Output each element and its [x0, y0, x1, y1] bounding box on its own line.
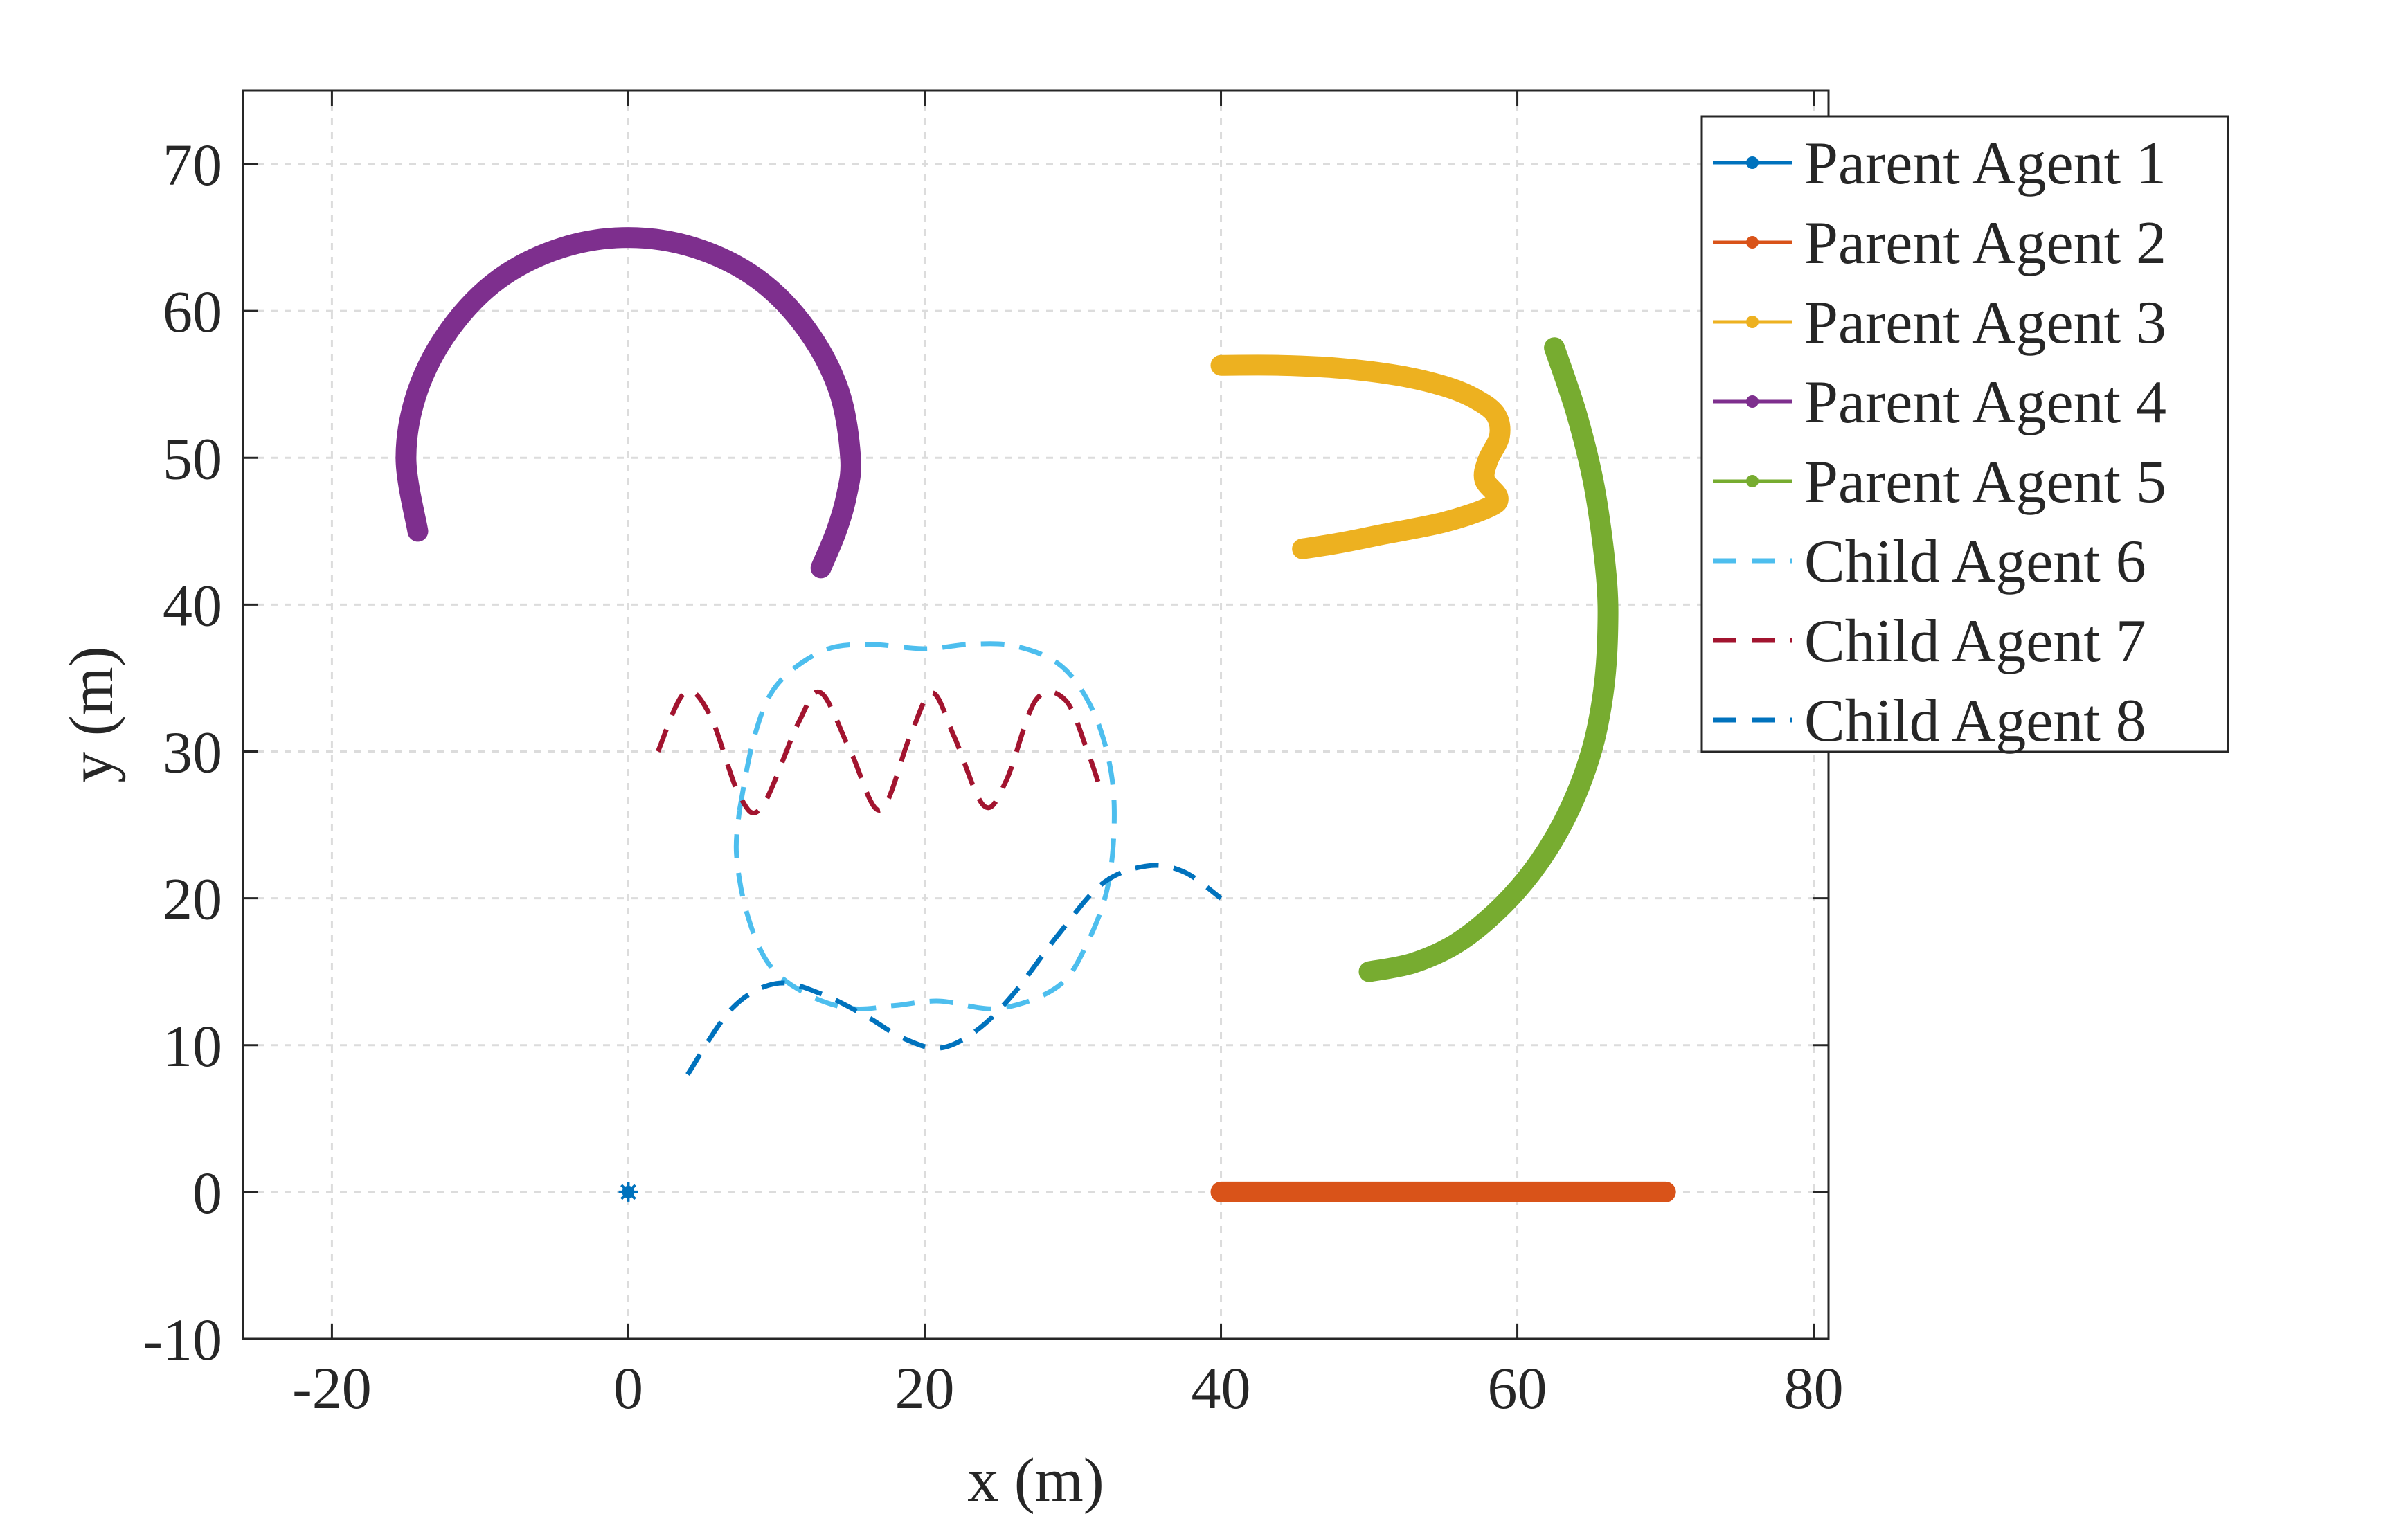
legend-label: Parent Agent 1	[1804, 130, 2166, 197]
legend-label: Parent Agent 3	[1804, 289, 2166, 357]
legend: Parent Agent 1 Parent Agent 2 Parent Agent…	[1700, 115, 2229, 755]
legend-marker	[1746, 236, 1759, 249]
legend-item-parent-agent-4: Parent Agent 4	[1713, 369, 2166, 436]
parent-agent-1-trajectory	[618, 1182, 638, 1202]
axis-ticks: -20 0 20 40 60 80 -10 0 10 20 30 40 50 60 70	[143, 91, 1844, 1421]
y-tick-label: 40	[163, 572, 222, 638]
legend-label: Child Agent 6	[1804, 528, 2146, 595]
legend-marker	[1746, 316, 1759, 328]
trajectory-series	[395, 227, 1676, 1202]
child-agent-6-trajectory	[733, 641, 1117, 1012]
legend-marker	[1746, 156, 1759, 169]
x-tick-label: 60	[1488, 1355, 1547, 1421]
legend-label: Child Agent 7	[1804, 608, 2146, 675]
y-tick-label: 70	[163, 132, 222, 198]
x-tick-label: 80	[1784, 1355, 1844, 1421]
y-tick-label: 20	[163, 866, 222, 932]
child-agent-7-trajectory	[656, 688, 1105, 815]
legend-box	[1700, 115, 2229, 753]
legend-item-child-agent-7: Child Agent 7	[1713, 608, 2146, 675]
y-tick-label: -10	[143, 1306, 222, 1373]
legend-label: Parent Agent 5	[1804, 449, 2166, 516]
legend-item-parent-agent-2: Parent Agent 2	[1713, 210, 2166, 277]
legend-label: Child Agent 8	[1804, 687, 2146, 755]
x-axis-label: x (m)	[967, 1446, 1104, 1514]
child-agent-8-trajectory	[685, 863, 1223, 1076]
y-axis-label: y (m)	[57, 646, 126, 782]
legend-marker	[1746, 395, 1759, 408]
x-tick-label: -20	[292, 1355, 372, 1421]
legend-item-parent-agent-1: Parent Agent 1	[1713, 130, 2166, 197]
y-tick-label: 60	[163, 278, 222, 345]
legend-label: Parent Agent 4	[1804, 369, 2166, 436]
legend-item-child-agent-6: Child Agent 6	[1713, 528, 2146, 595]
agent-marker-ray	[620, 1184, 636, 1200]
parent-agent-4-trajectory	[395, 227, 861, 579]
x-tick-label: 0	[613, 1355, 643, 1421]
legend-marker	[1746, 475, 1759, 487]
legend-label: Parent Agent 2	[1804, 210, 2166, 277]
x-tick-label: 20	[895, 1355, 954, 1421]
y-tick-label: 10	[163, 1013, 222, 1079]
legend-item-parent-agent-3: Parent Agent 3	[1713, 289, 2166, 357]
parent-agent-3-trajectory	[1210, 354, 1511, 559]
plot-area-background	[243, 91, 1829, 1339]
legend-item-parent-agent-5: Parent Agent 5	[1713, 449, 2166, 516]
parent-agent-5-trajectory	[1358, 337, 1619, 982]
legend-item-child-agent-8: Child Agent 8	[1713, 687, 2146, 755]
y-tick-label: 0	[192, 1160, 222, 1226]
x-tick-label: 40	[1192, 1355, 1251, 1421]
y-tick-label: 50	[163, 425, 222, 492]
y-tick-label: 30	[163, 719, 222, 786]
